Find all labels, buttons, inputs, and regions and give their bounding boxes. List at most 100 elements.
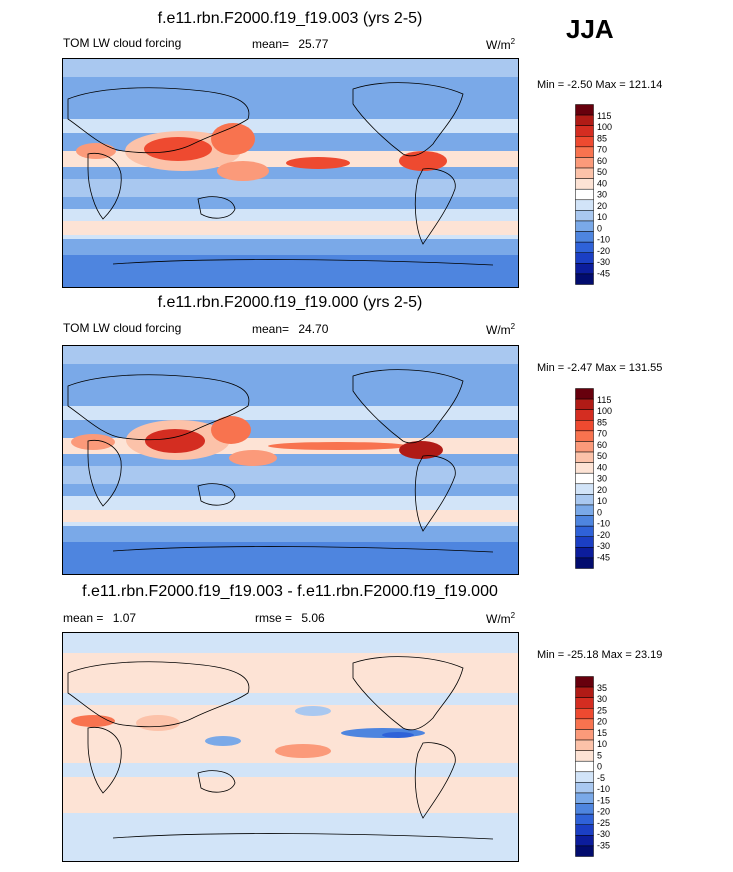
colorbar-tick-label: 40 xyxy=(597,178,607,188)
colorbar-tick-label: -45 xyxy=(597,552,610,562)
colorbar-box xyxy=(575,451,594,463)
colorbar-box xyxy=(575,697,594,709)
colorbar-box xyxy=(575,483,594,495)
panel-2-minmax: Min = -2.47 Max = 131.55 xyxy=(537,362,662,374)
colorbar-tick-label: -30 xyxy=(597,829,610,839)
panel-2-min-label: Min = xyxy=(537,362,565,374)
panel-2-units-base: W/m xyxy=(486,323,511,337)
panel-2-mean-label: mean= xyxy=(252,322,290,336)
colorbar-tick-label: -30 xyxy=(597,257,610,267)
colorbar-box xyxy=(575,782,594,794)
colorbar-tick-label: -25 xyxy=(597,818,610,828)
panel-2-max-value: 131.55 xyxy=(628,362,663,374)
panel-3-region-arabian-sea xyxy=(136,715,180,731)
colorbar-box xyxy=(575,114,594,126)
colorbar-tick-label: 25 xyxy=(597,705,607,715)
colorbar-tick-label: 10 xyxy=(597,496,607,506)
panel-3-band-subtropic-s xyxy=(63,763,518,777)
panel-2-region-maritime-continent xyxy=(229,450,277,466)
colorbar-tick-label: 10 xyxy=(597,212,607,222)
panel-2-band-subtropic-n xyxy=(63,406,518,420)
panel-1-band-antarctic xyxy=(63,255,518,287)
colorbar-tick-label: 0 xyxy=(597,223,602,233)
colorbar-tick-label: -15 xyxy=(597,795,610,805)
panel-2-region-central-america xyxy=(399,441,443,459)
colorbar-box xyxy=(575,472,594,485)
colorbar-box xyxy=(575,813,594,825)
panel-3-region-indian-ocean xyxy=(205,736,241,746)
panel-3-min-label: Min = xyxy=(537,649,565,661)
colorbar-box xyxy=(575,430,594,442)
panel-1-mean: mean= 25.77 xyxy=(252,37,328,51)
panel-3-band-subtropic-n xyxy=(63,693,518,705)
colorbar-box xyxy=(575,178,594,190)
colorbar-tick-label: 85 xyxy=(597,417,607,427)
panel-1-units-base: W/m xyxy=(486,38,511,52)
colorbar-tick-label: 20 xyxy=(597,485,607,495)
panel-3-rmse-value: 5.06 xyxy=(301,611,325,625)
colorbar-box xyxy=(575,199,594,211)
panel-1-band-storm-track xyxy=(63,221,518,235)
colorbar-tick-label: -10 xyxy=(597,519,610,529)
panel-3-mean: mean = 1.07 xyxy=(63,611,136,625)
colorbar-box xyxy=(575,708,594,720)
colorbar-box xyxy=(575,231,594,243)
colorbar-box xyxy=(575,157,594,169)
colorbar-box xyxy=(575,771,594,783)
panel-2-region-bay-of-bengal xyxy=(145,429,205,453)
panel-3-rmse: rmse = 5.06 xyxy=(255,611,325,625)
colorbar-tick-label: -30 xyxy=(597,541,610,551)
colorbar-box xyxy=(575,494,594,506)
season-label: JJA xyxy=(566,14,614,44)
colorbar-box xyxy=(575,441,594,453)
panel-2-region-east-asia xyxy=(211,416,251,444)
colorbar-tick-label: 100 xyxy=(597,122,612,132)
panel-2-map-background xyxy=(63,346,518,574)
colorbar-tick-label: -35 xyxy=(597,840,610,850)
panel-1-map-background xyxy=(63,59,518,287)
panel-2-min-value: -2.47 xyxy=(567,362,593,374)
colorbar-tick-label: 30 xyxy=(597,694,607,704)
colorbar-box xyxy=(575,824,594,836)
colorbar-tick-label: 35 xyxy=(597,683,607,693)
panel-3-map xyxy=(62,632,519,862)
colorbar-box xyxy=(575,750,594,762)
colorbar-box xyxy=(575,252,594,264)
panel-1-units: W/m2 xyxy=(486,37,515,52)
colorbar-tick-label: 20 xyxy=(597,717,607,727)
panel-2-band-subtropic-s xyxy=(63,466,518,484)
colorbar-tick-label: 0 xyxy=(597,762,602,772)
panel-1-region-maritime-continent xyxy=(217,161,269,181)
colorbar-tick-label: 60 xyxy=(597,156,607,166)
colorbar-box xyxy=(575,845,594,857)
panel-2-max-label: Max = xyxy=(595,362,626,374)
colorbar-box xyxy=(575,547,594,559)
colorbar-tick-label: 50 xyxy=(597,451,607,461)
panel-1-variable-label: TOM LW cloud forcing xyxy=(63,36,182,50)
colorbar-tick-label: 115 xyxy=(597,111,611,121)
colorbar-box xyxy=(575,188,594,201)
colorbar-box xyxy=(575,803,594,815)
panel-3-rmse-label: rmse = xyxy=(255,611,293,625)
panel-1-region-africa xyxy=(76,143,116,159)
colorbar-tick-label: 70 xyxy=(597,429,607,439)
colorbar-tick-label: 100 xyxy=(597,406,612,416)
panel-3-band-arctic xyxy=(63,633,518,653)
panel-1-band-subtropic-s xyxy=(63,179,518,197)
colorbar-box xyxy=(575,676,594,688)
panel-1-min-value: -2.50 xyxy=(567,79,593,91)
panel-2-variable-label: TOM LW cloud forcing xyxy=(63,321,182,335)
colorbar-box xyxy=(575,263,594,275)
colorbar-box xyxy=(575,136,594,148)
panel-2-region-pacific-itcz xyxy=(268,442,408,450)
panel-2-map xyxy=(62,345,519,575)
panel-3-mean-label: mean = xyxy=(63,611,104,625)
panel-1-max-value: 121.14 xyxy=(628,79,663,91)
panel-3-min-value: -25.18 xyxy=(567,649,599,661)
colorbar-tick-label: 60 xyxy=(597,440,607,450)
colorbar-box xyxy=(575,167,594,179)
colorbar-tick-label: -20 xyxy=(597,246,610,256)
panel-1-map xyxy=(62,58,519,288)
panel-1-min-label: Min = xyxy=(537,79,565,91)
colorbar-box xyxy=(575,760,594,773)
